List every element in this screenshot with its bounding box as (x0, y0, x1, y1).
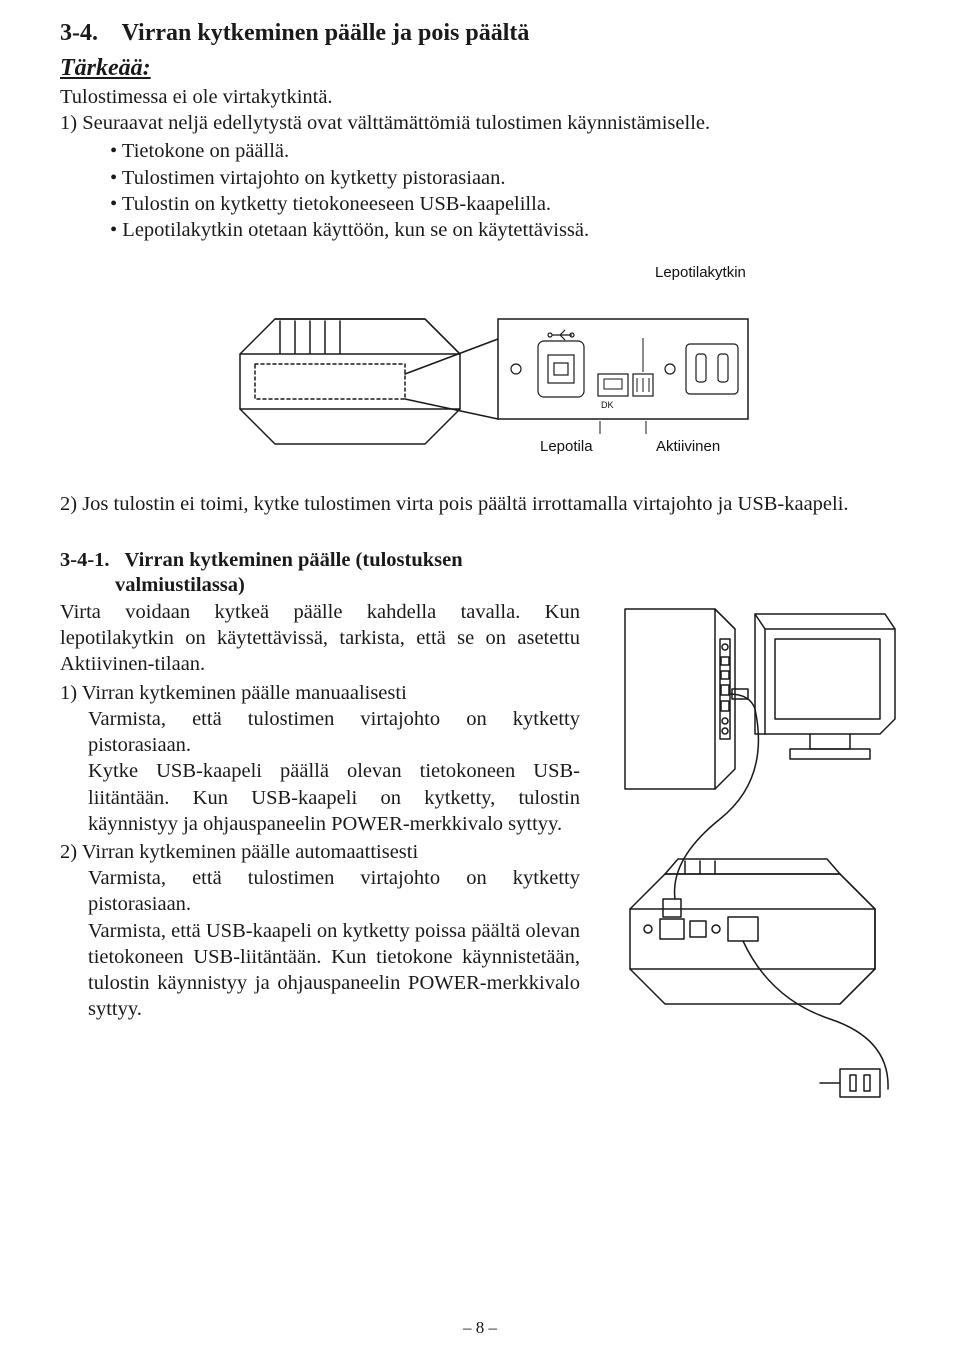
page-number: – 8 – (0, 1318, 960, 1338)
bullet-item: • Tulostimen virtajohto on kytketty pist… (110, 165, 900, 191)
subsection-title-line1: Virran kytkeminen päälle (tulostuksen (125, 549, 463, 571)
section-title: Virran kytkeminen päälle ja pois päältä (122, 20, 530, 46)
after-figure-text: 2) Jos tulostin ei toimi, kytke tulostim… (60, 491, 900, 517)
sleep-label: Lepotila (540, 438, 593, 455)
printer-diagram: DK Lepotilakytkin Lepotila Aktiivinen (200, 259, 760, 469)
dk-port-label: DK (601, 400, 614, 410)
item1-head: 1) Virran kytkeminen päälle manuaalisest… (60, 680, 580, 706)
item2-head: 2) Virran kytkeminen päälle automaattise… (60, 839, 580, 865)
item1-p1: Varmista, että tulostimen virtajohto on … (60, 706, 580, 758)
bullet-item: • Tietokone on päällä. (110, 138, 900, 164)
important-text: Tulostimessa ei ole virtakytkintä. (60, 84, 900, 110)
subsection-title-line2: valmiustilassa) (60, 573, 900, 599)
section-heading: 3-4. Virran kytkeminen päälle ja pois pä… (60, 20, 900, 47)
prereq-intro: 1) Seuraavat neljä edellytystä ovat vält… (60, 110, 900, 136)
item1-p2: Kytke USB-kaapeli päällä olevan tietokon… (60, 758, 580, 837)
item2-p1: Varmista, että tulostimen virtajohto on … (60, 865, 580, 917)
bullet-item: • Lepotilakytkin otetaan käyttöön, kun s… (110, 217, 900, 243)
prereq-bullets: • Tietokone on päällä. • Tulostimen virt… (60, 138, 900, 243)
sleep-switch-label: Lepotilakytkin (655, 264, 746, 281)
subsection-heading: 3-4-1. Virran kytkeminen päälle (tulostu… (60, 548, 900, 599)
section-number: 3-4. (60, 20, 98, 46)
item2-p2: Varmista, että USB-kaapeli on kytketty p… (60, 918, 580, 1023)
important-label: Tärkeää: (60, 55, 900, 82)
connection-diagram (600, 599, 900, 1119)
bullet-item: • Tulostin on kytketty tietokoneeseen US… (110, 191, 900, 217)
subsection-number: 3-4-1. (60, 549, 110, 571)
subsection-intro: Virta voidaan kytkeä päälle kahdella tav… (60, 599, 580, 678)
active-label: Aktiivinen (656, 438, 720, 455)
